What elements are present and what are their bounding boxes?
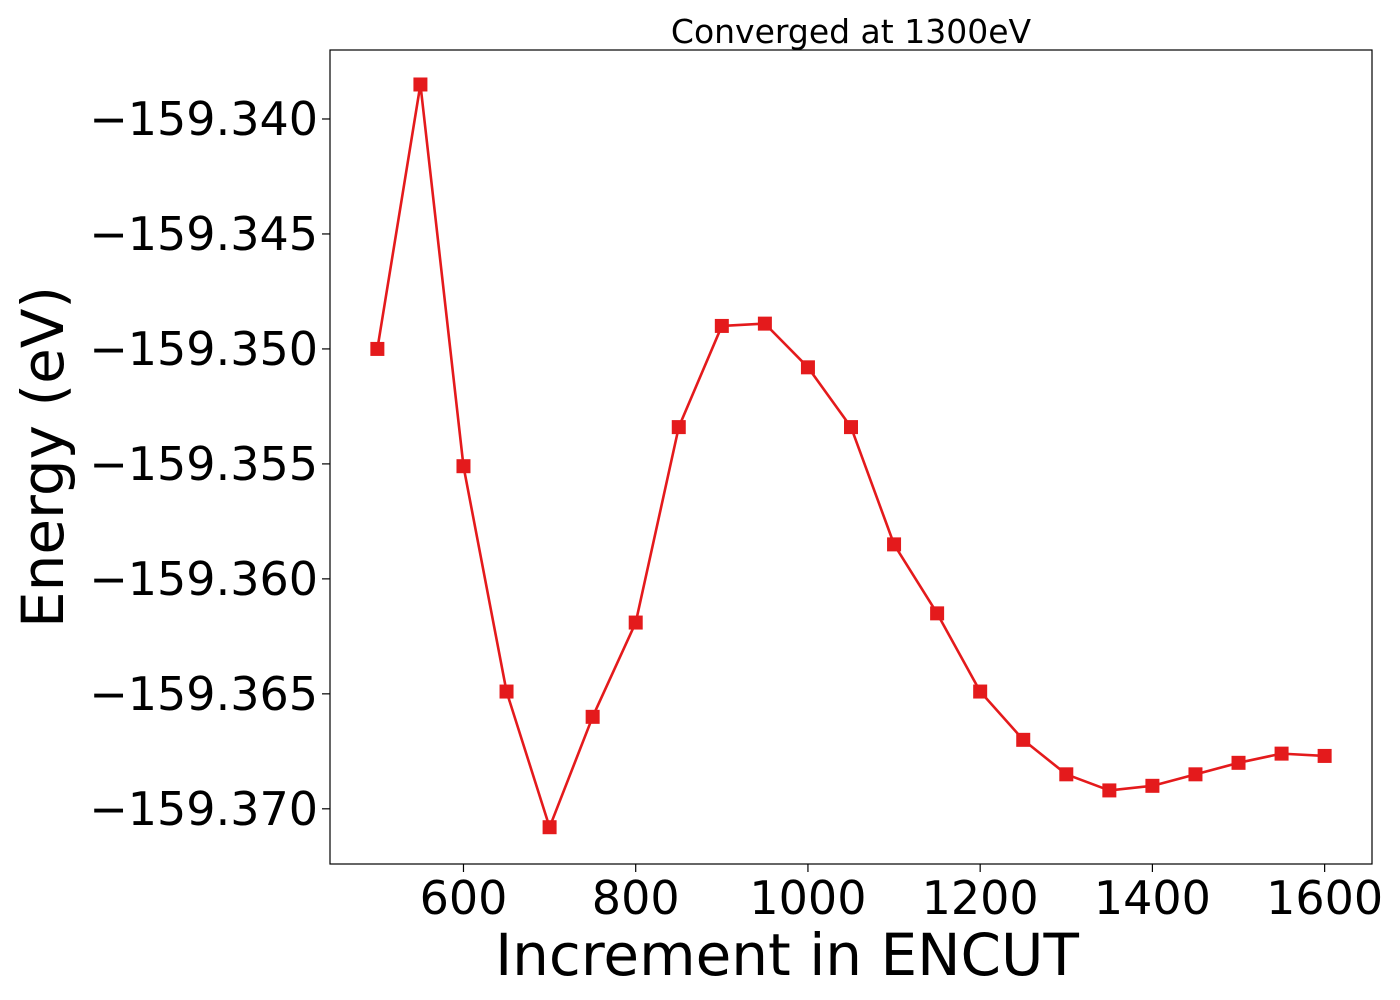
x-tick-label: 600: [420, 871, 508, 925]
y-tick-label: −159.355: [89, 437, 318, 491]
y-tick-label: −159.350: [89, 322, 318, 376]
data-point: [1274, 746, 1289, 761]
data-point: [930, 606, 945, 621]
data-point: [370, 341, 385, 356]
data-point: [714, 318, 729, 333]
data-point: [1317, 748, 1332, 763]
x-tick-label: 800: [592, 871, 680, 925]
x-tick-label: 1000: [749, 871, 866, 925]
y-axis-label: Energy (eV): [9, 286, 77, 628]
data-point: [844, 420, 858, 435]
data-point: [757, 316, 772, 331]
data-point: [973, 684, 988, 699]
x-axis: 600 800 1000 1200 1400 1600: [420, 864, 1383, 925]
data-point: [1102, 783, 1117, 798]
data-point: [628, 615, 643, 630]
data-point: [413, 77, 428, 92]
data-point: [800, 360, 815, 375]
plot-frame: [329, 49, 1373, 865]
data-point: [671, 420, 686, 435]
chart-title: Converged at 1300eV: [671, 12, 1032, 51]
y-axis: −159.340 −159.345 −159.350 −159.355 −159.360…: [89, 92, 330, 836]
data-point: [456, 459, 471, 474]
data-point: [1188, 767, 1203, 782]
data-point: [1059, 767, 1074, 782]
x-tick-label: 1600: [1266, 871, 1383, 925]
y-tick-label: −159.370: [89, 782, 318, 836]
y-tick-label: −159.360: [89, 552, 318, 606]
series-line: [376, 83, 1325, 829]
x-tick-label: 1400: [1094, 871, 1211, 925]
data-point: [542, 820, 557, 835]
data-point: [499, 684, 514, 699]
data-point: [887, 537, 902, 552]
y-tick-label: −159.340: [89, 92, 318, 146]
y-tick-label: −159.345: [89, 207, 318, 261]
data-point: [1145, 778, 1160, 793]
y-tick-label: −159.365: [89, 667, 318, 721]
x-tick-label: 1200: [922, 871, 1039, 925]
data-point: [585, 709, 600, 724]
plot-area: [370, 77, 1332, 835]
data-point: [1016, 732, 1031, 747]
x-axis-label: Increment in ENCUT: [495, 921, 1079, 989]
data-point: [1231, 755, 1246, 770]
